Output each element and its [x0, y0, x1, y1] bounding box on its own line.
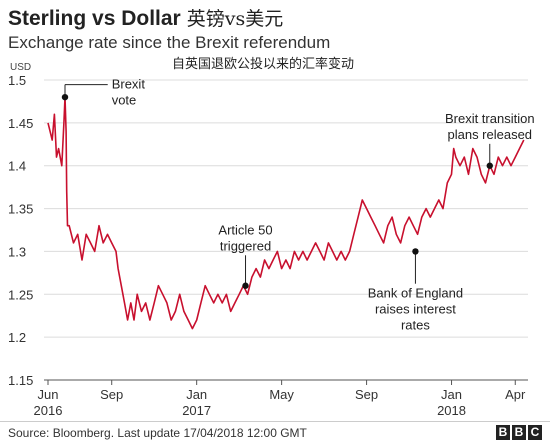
bbc-logo-letter: C	[528, 425, 542, 440]
annotation-label: raises interest	[375, 302, 456, 317]
y-tick-label: 1.2	[8, 330, 26, 345]
y-tick-label: 1.3	[8, 244, 26, 259]
annotation-label: plans released	[447, 127, 532, 142]
x-tick-label: Sep	[355, 387, 378, 402]
y-tick-label: 1.35	[8, 202, 33, 217]
y-tick-label: 1.45	[8, 116, 33, 131]
y-axis-label: USD	[10, 62, 31, 73]
source-note: Source: Bloomberg. Last update 17/04/201…	[8, 426, 307, 440]
annotation-label: Brexit transition	[445, 111, 535, 126]
chart-subtitle: Exchange rate since the Brexit referendu…	[8, 33, 331, 52]
footer-divider	[0, 421, 550, 422]
bbc-logo-letter: B	[512, 425, 526, 440]
annotation-label: Brexit	[112, 77, 146, 92]
y-tick-label: 1.4	[8, 159, 26, 174]
annotation-dot	[412, 248, 419, 255]
x-tick-year: 2018	[437, 403, 466, 418]
chart-title-en: Sterling vs Dollar	[8, 7, 181, 30]
annotation-dot	[486, 162, 493, 169]
chart-subtitle-cn: 自英国退欧公投以来的汇率变动	[172, 57, 355, 72]
x-tick-year: 2016	[34, 403, 63, 418]
annotation-label: rates	[401, 318, 430, 333]
bbc-logo-letter: B	[496, 425, 510, 440]
annotation-dot	[61, 93, 69, 101]
y-tick-label: 1.25	[8, 287, 33, 302]
annotation-label: vote	[112, 93, 137, 108]
annotation-label: Article 50	[218, 222, 272, 237]
x-tick-label: Jan	[186, 387, 207, 402]
x-tick-year: 2017	[182, 403, 211, 418]
annotation-dot	[242, 282, 249, 289]
annotation-label: triggered	[220, 238, 271, 253]
x-tick-label: Apr	[505, 387, 526, 402]
y-tick-label: 1.15	[8, 373, 33, 388]
y-tick-label: 1.5	[8, 73, 26, 88]
x-tick-label: May	[269, 387, 294, 402]
x-tick-label: Sep	[100, 387, 123, 402]
x-tick-label: Jan	[441, 387, 462, 402]
x-tick-label: Jun	[38, 387, 59, 402]
bbc-logo: B B C	[496, 425, 542, 440]
annotation-label: Bank of England	[368, 286, 463, 301]
chart-title: Sterling vs Dollar 英镑vs美元	[8, 4, 283, 31]
exchange-rate-line	[47, 96, 525, 330]
chart-title-cn: 英镑vs美元	[186, 8, 284, 30]
